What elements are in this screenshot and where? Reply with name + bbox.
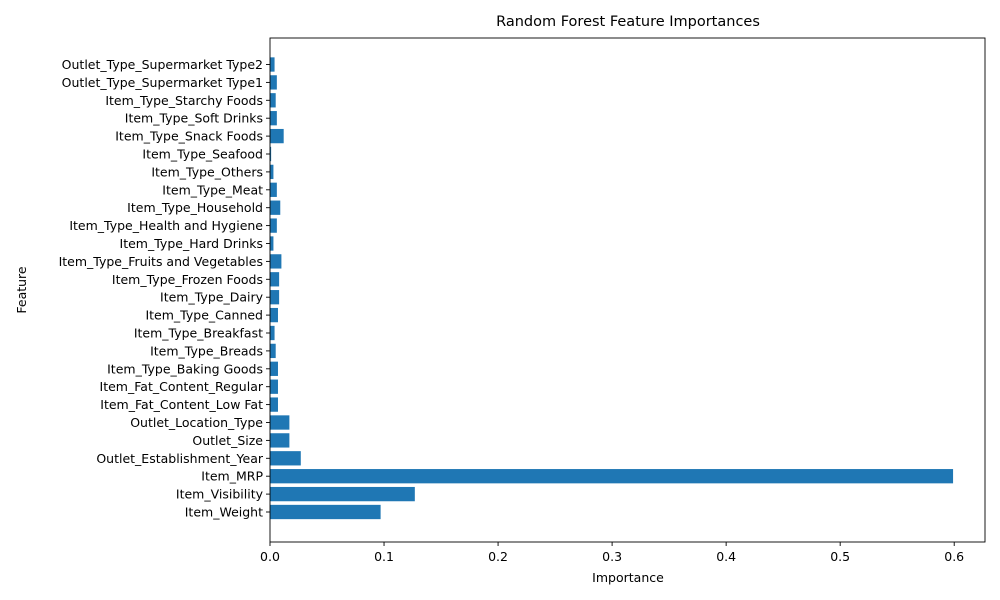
- y-axis-ticks: Item_Weight Item_Visibility Item_MRP Outlet…: [59, 57, 270, 520]
- y-tick-label: Item_Type_Snack Foods: [115, 129, 263, 144]
- bar: [270, 254, 282, 269]
- y-tick-label: Item_Visibility: [176, 487, 264, 502]
- y-tick-label: Outlet_Size: [192, 433, 263, 448]
- y-tick-label: Item_Type_Hard Drinks: [120, 236, 263, 251]
- y-tick-label: Item_Type_Fruits and Vegetables: [59, 254, 263, 269]
- y-tick-label: Item_Type_Household: [127, 200, 263, 215]
- y-tick-label: Item_Type_Starchy Foods: [105, 93, 263, 108]
- y-tick-label: Item_Type_Soft Drinks: [125, 111, 263, 126]
- y-tick-label: Item_Type_Baking Goods: [107, 361, 263, 376]
- bar: [270, 504, 381, 520]
- y-tick-label: Item_Type_Health and Hygiene: [69, 218, 263, 233]
- y-tick-label: Outlet_Location_Type: [130, 415, 263, 430]
- bar: [270, 361, 278, 376]
- x-tick-label: 0.0: [260, 549, 280, 564]
- y-tick-label: Outlet_Type_Supermarket Type2: [62, 57, 263, 72]
- x-axis-ticks: 0.0 0.1 0.2 0.3 0.4 0.5 0.6: [260, 542, 964, 564]
- bar: [270, 379, 278, 394]
- x-axis-label: Importance: [592, 570, 664, 585]
- x-tick-label: 0.3: [602, 549, 622, 564]
- bar: [270, 182, 277, 197]
- y-tick-label: Item_Type_Seafood: [142, 147, 263, 162]
- y-tick-label: Item_Fat_Content_Low Fat: [100, 397, 263, 412]
- y-tick-label: Outlet_Type_Supermarket Type1: [62, 75, 263, 90]
- bar: [270, 397, 278, 412]
- bar: [270, 486, 415, 502]
- y-tick-label: Item_Type_Meat: [162, 182, 263, 197]
- y-tick-label: Outlet_Establishment_Year: [96, 451, 264, 466]
- bar: [270, 75, 277, 90]
- bar: [270, 290, 280, 305]
- bar: [270, 307, 278, 323]
- bar: [270, 469, 954, 484]
- bar: [270, 57, 275, 72]
- y-tick-label: Item_Type_Canned: [145, 308, 263, 323]
- x-tick-label: 0.6: [944, 549, 964, 564]
- bars-group: [270, 57, 954, 520]
- y-tick-label: Item_Fat_Content_Regular: [100, 379, 264, 394]
- y-tick-label: Item_Type_Dairy: [160, 290, 264, 305]
- x-tick-label: 0.1: [374, 549, 394, 564]
- bar: [270, 93, 276, 108]
- x-tick-label: 0.4: [716, 549, 736, 564]
- bar: [270, 128, 284, 144]
- y-axis-label: Feature: [14, 266, 29, 314]
- bar: [270, 236, 274, 251]
- bar: [270, 111, 277, 126]
- bar: [270, 218, 277, 233]
- y-tick-label: Item_Type_Frozen Foods: [112, 272, 263, 287]
- bar: [270, 146, 272, 162]
- bar: [270, 200, 281, 215]
- bar: [270, 164, 274, 180]
- bar: [270, 415, 290, 430]
- y-tick-label: Item_Weight: [185, 505, 263, 520]
- bar: [270, 451, 301, 466]
- plot-frame: [269, 37, 986, 543]
- chart-title: Random Forest Feature Importances: [496, 14, 760, 30]
- y-tick-label: Item_Type_Breakfast: [134, 326, 263, 341]
- x-tick-label: 0.5: [830, 549, 850, 564]
- y-tick-label: Item_MRP: [201, 469, 263, 484]
- bar: [270, 272, 280, 287]
- bar: [270, 433, 290, 448]
- y-tick-label: Item_Type_Breads: [150, 343, 263, 358]
- bar: [270, 343, 276, 359]
- bar: [270, 325, 275, 341]
- x-tick-label: 0.2: [488, 549, 508, 564]
- y-tick-label: Item_Type_Others: [151, 164, 263, 179]
